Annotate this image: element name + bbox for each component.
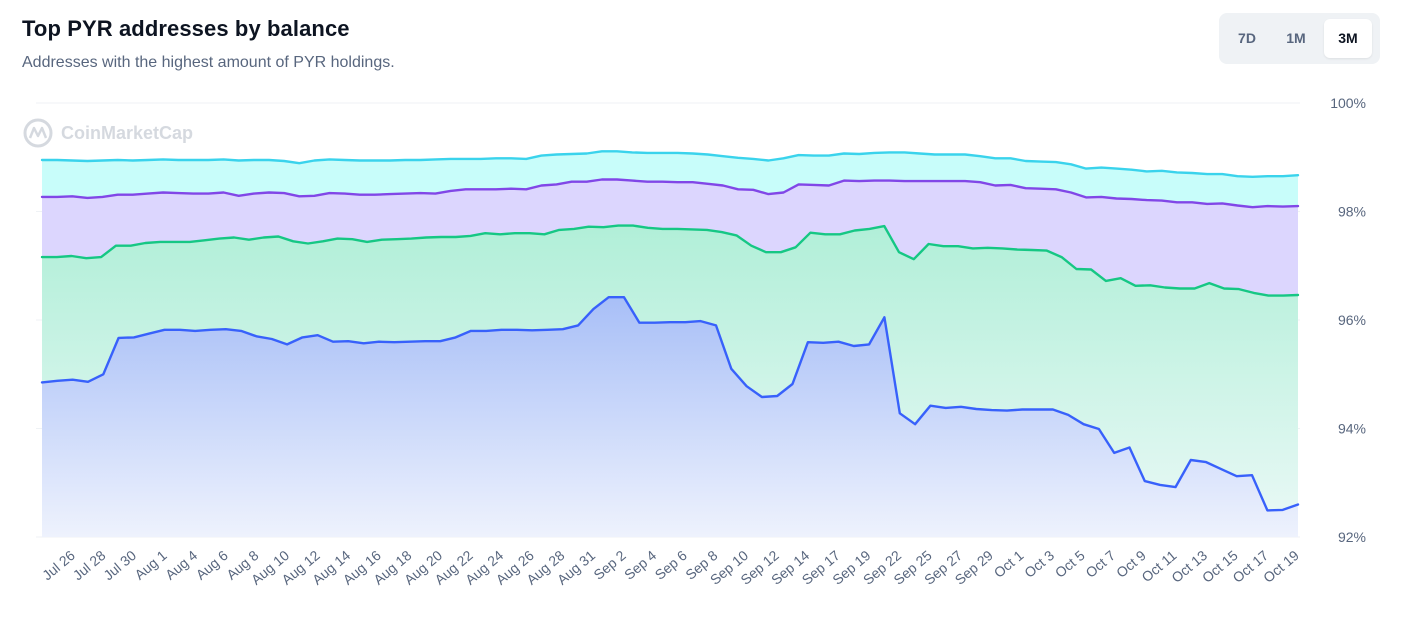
x-tick-label: Aug 1 [131, 547, 169, 583]
area-band-1 [42, 297, 1298, 537]
x-tick-label: Oct 19 [1260, 547, 1302, 586]
x-tick-label: Aug 6 [193, 547, 231, 583]
x-tick-label: Jul 26 [39, 547, 78, 583]
x-tick-label: Sep 4 [621, 547, 659, 583]
x-tick-label: Aug 4 [162, 547, 200, 583]
y-tick-label: 96% [1338, 312, 1366, 328]
series-line-3[interactable] [40, 178, 1300, 209]
x-tick-label: Oct 7 [1082, 547, 1118, 581]
area-band-3 [42, 179, 1298, 296]
x-tick-label: Oct 5 [1052, 547, 1088, 581]
y-tick-label: 100% [1330, 95, 1366, 111]
x-tick-label: Sep 6 [652, 547, 690, 583]
y-axis: 92% 94% 96% 98% 100% [1330, 95, 1366, 545]
coinmarketcap-watermark: CoinMarketCap [23, 118, 193, 148]
chart-areas [42, 151, 1298, 537]
chart-lines [40, 150, 1300, 512]
series-line-4[interactable] [40, 150, 1300, 178]
x-tick-label: Sep 2 [590, 547, 628, 583]
series-line-1[interactable] [40, 296, 1300, 512]
page-subtitle: Addresses with the highest amount of PYR… [22, 54, 395, 71]
x-tick-label: Oct 3 [1021, 547, 1057, 581]
area-band-2 [42, 225, 1298, 511]
time-range-toggle: 7D 1M 3M [1219, 13, 1380, 64]
x-tick-label: Jul 30 [100, 547, 139, 583]
x-tick-label: Oct 1 [991, 547, 1027, 581]
series-line-2[interactable] [40, 224, 1300, 297]
page-title: Top PYR addresses by balance [22, 16, 350, 41]
coinmarketcap-logo-icon [23, 118, 53, 148]
x-tick-label: Jul 28 [70, 547, 109, 583]
y-tick-label: 94% [1338, 421, 1366, 437]
y-tick-label: 92% [1338, 529, 1366, 545]
range-3m-button[interactable]: 3M [1324, 19, 1372, 58]
watermark-text: CoinMarketCap [61, 123, 193, 143]
y-tick-label: 98% [1338, 204, 1366, 220]
range-1m-button[interactable]: 1M [1286, 30, 1306, 46]
range-7d-button[interactable]: 7D [1238, 30, 1256, 46]
